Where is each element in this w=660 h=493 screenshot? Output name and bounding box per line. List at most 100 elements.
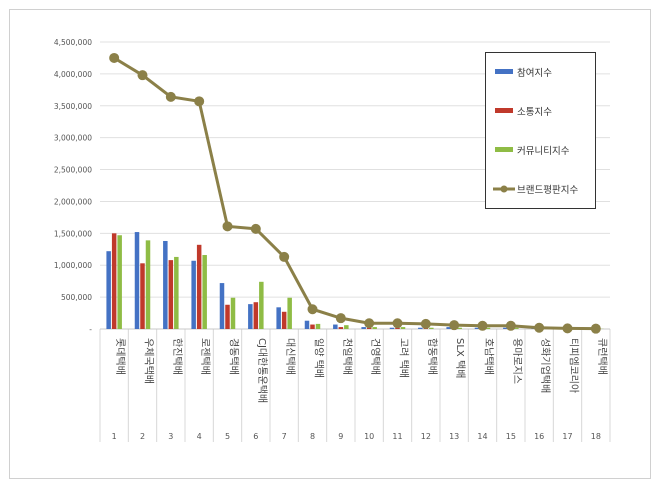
x-rank-label: 10 [364,432,374,441]
x-rank-label: 15 [506,432,516,441]
bar-참여지수 [248,304,253,329]
y-tick-label: 1,000,000 [54,261,92,270]
y-tick-label: 2,500,000 [54,166,92,175]
bar-참여지수 [135,232,140,329]
bar-소통지수 [225,305,230,329]
bar-참여지수 [191,261,196,329]
bar-커뮤니티지수 [287,298,292,329]
x-category-label: 로젠택배 [199,338,211,375]
x-category-label: 티피엠코리아 [568,338,580,393]
y-tick-label: 3,500,000 [54,102,92,111]
bar-참여지수 [333,325,338,329]
x-rank-label: 4 [197,432,202,441]
line-point [336,313,346,323]
x-rank-label: 16 [534,432,544,441]
bar-참여지수 [418,328,423,329]
legend-label: 소통지수 [517,107,552,118]
x-rank-label: 5 [225,432,230,441]
x-category-label: 일양 택배 [313,338,325,378]
bar-소통지수 [282,312,287,329]
line-point [421,319,431,329]
bar-커뮤니티지수 [202,255,207,329]
x-category-label: 호남택배 [483,338,495,375]
legend-label: 참여지수 [517,67,552,79]
x-rank-label: 18 [591,432,601,441]
x-rank-label: 8 [310,432,315,441]
line-point [534,323,544,333]
legend-marker [501,186,508,193]
x-rank-label: 9 [338,432,343,441]
x-rank-label: 12 [421,432,431,441]
line-point [478,321,488,331]
x-category-label: SLX 택배 [454,338,466,378]
x-category-label: 건영택배 [369,338,381,375]
x-rank-label: 3 [168,432,173,441]
line-point [591,324,601,334]
bar-커뮤니티지수 [146,240,151,329]
x-category-label: 우체국택배 [143,338,155,384]
line-point [308,304,318,314]
x-category-label: 합동택배 [426,338,438,375]
line-point [563,323,573,333]
bar-소통지수 [112,233,117,329]
x-category-label: 롯데택배 [114,338,126,375]
x-category-label: 고려 택배 [398,338,410,378]
x-rank-label: 17 [562,432,572,441]
bar-참여지수 [163,241,168,329]
bar-참여지수 [305,321,310,329]
bar-소통지수 [169,260,174,329]
legend-label: 브랜드평판지수 [517,185,578,196]
line-point [138,70,148,80]
legend-swatch [495,108,513,113]
line-point [223,221,233,231]
line-point [279,252,289,262]
bar-소통지수 [310,325,315,329]
bar-커뮤니티지수 [401,327,406,329]
y-tick-label: - [89,325,92,334]
x-category-label: 대신택배 [284,338,296,375]
x-rank-label: 6 [253,432,258,441]
bar-소통지수 [197,245,202,329]
x-rank-label: 1 [112,432,117,441]
legend-label: 커뮤니티지수 [517,146,570,157]
x-category-label: 한진택배 [171,338,183,375]
bar-커뮤니티지수 [231,298,236,329]
line-point [449,320,459,330]
line-point [166,92,176,102]
bar-참여지수 [361,327,366,329]
line-point [364,318,374,328]
legend-swatch [495,69,513,74]
bar-소통지수 [254,302,258,329]
x-category-label: 용마로지스 [511,338,523,384]
bar-커뮤니티지수 [429,328,434,329]
line-point [393,318,403,328]
bar-커뮤니티지수 [174,257,179,329]
legend-swatch [495,147,513,152]
y-tick-label: 500,000 [61,293,92,302]
y-tick-label: 1,500,000 [54,229,92,238]
bar-커뮤니티지수 [372,327,377,329]
x-category-label: CJ대한통운택배 [256,338,268,403]
x-rank-label: 2 [140,432,145,441]
y-tick-label: 4,500,000 [54,38,92,47]
bar-참여지수 [276,307,281,329]
bar-참여지수 [106,251,111,329]
bar-커뮤니티지수 [117,235,122,329]
y-tick-label: 2,000,000 [54,197,92,206]
line-point [506,321,516,331]
bar-커뮤니티지수 [259,282,264,329]
x-category-label: 천일택배 [341,338,353,375]
line-point [109,53,119,63]
x-rank-label: 14 [477,432,487,441]
bar-소통지수 [140,263,145,329]
bar-커뮤니티지수 [316,324,321,329]
x-category-label: 큐런택배 [596,338,608,375]
x-rank-label: 13 [449,432,459,441]
y-tick-label: 4,000,000 [54,70,92,79]
line-point [251,224,261,234]
x-rank-label: 7 [282,432,287,441]
bar-소통지수 [339,327,344,329]
bar-참여지수 [220,283,225,329]
